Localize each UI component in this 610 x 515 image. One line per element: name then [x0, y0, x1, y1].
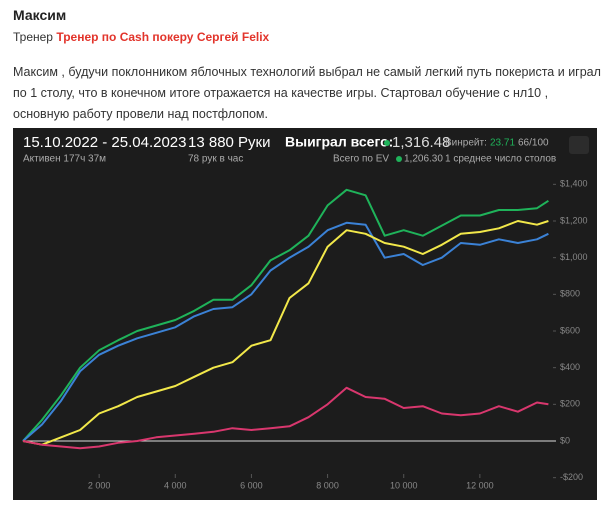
won-label: Выиграл всего:	[285, 134, 393, 150]
series-line	[22, 386, 549, 450]
y-tick-label: $600	[560, 325, 580, 335]
ev-value: 1,206.30	[404, 154, 443, 165]
won-value: 1,316.48	[392, 134, 450, 151]
y-tick-label: $1,200	[560, 215, 588, 225]
x-tick-label: 6 000	[240, 480, 263, 490]
poker-graph: 15.10.2022 - 25.04.2023 Активен 177ч 37м…	[13, 128, 597, 500]
x-tick-label: 10 000	[390, 480, 418, 490]
winrate-value: 23.71	[490, 138, 515, 149]
won-dot	[384, 140, 390, 146]
x-tick-label: 8 000	[316, 480, 339, 490]
coach-label: Тренер	[13, 30, 53, 44]
winrate-unit: 66/100	[518, 138, 549, 149]
settings-button[interactable]	[569, 136, 589, 154]
x-tick-label: 2 000	[88, 480, 111, 490]
winrate-label: Винрейт:	[445, 138, 487, 149]
hands: 13 880 Руки	[188, 134, 271, 151]
title: Максим	[13, 7, 67, 23]
tables: 1 среднее число столов	[445, 154, 556, 165]
graph-background	[13, 128, 597, 500]
ev-dot	[396, 156, 402, 162]
y-tick-label: $1,000	[560, 252, 588, 262]
paragraph: Максим , будучи поклонником яблочных тех…	[13, 65, 601, 121]
coach-link[interactable]: Тренер по Cash покеру Сергей Felix	[56, 30, 270, 44]
coach-line: Тренер Тренер по Cash покеру Сергей Feli…	[13, 30, 269, 44]
x-tick-label: 12 000	[466, 480, 494, 490]
y-tick-label: $200	[560, 399, 580, 409]
ev-label: Всего по EV	[333, 154, 389, 165]
series-line	[22, 188, 549, 442]
series-line	[22, 220, 549, 446]
y-tick-label: -$200	[560, 472, 583, 482]
y-tick-label: $400	[560, 362, 580, 372]
series-line	[22, 221, 549, 442]
y-tick-label: $0	[560, 435, 570, 445]
period: 15.10.2022 - 25.04.2023	[23, 134, 186, 151]
plot: -$200 $0 $200 $400 $600 $800 $1,000 $1,200 $1,40…	[22, 179, 588, 490]
active: Активен 177ч 37м	[23, 154, 106, 165]
y-tick-label: $1,400	[560, 179, 588, 189]
y-tick-label: $800	[560, 289, 580, 299]
x-tick-label: 4 000	[164, 480, 187, 490]
per-hour: 78 рук в час	[188, 154, 243, 165]
